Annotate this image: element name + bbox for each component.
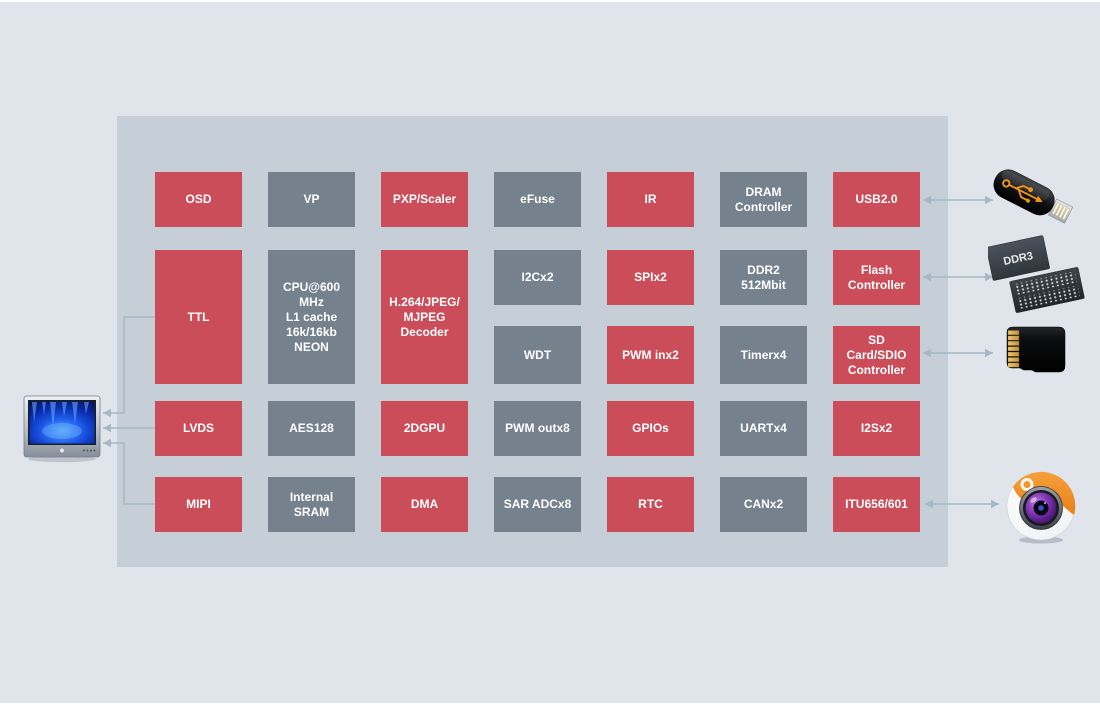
block-label: CPU@600 MHz L1 cache 16k/16kb NEON [282, 279, 341, 354]
block-ddr2: DDR2 512Mbit [720, 250, 807, 305]
screen-glow [42, 423, 82, 439]
block-efuse: eFuse [494, 172, 581, 227]
lcd-monitor-icon [23, 395, 101, 463]
screen-streaks [32, 402, 89, 427]
lens-specular [1030, 497, 1037, 503]
block-label: SD Card/SDIO Controller [846, 332, 907, 377]
block-usb2: USB2.0 [833, 172, 920, 227]
block-ttl: TTL [155, 250, 242, 384]
microsd-card-icon [1006, 326, 1066, 373]
block-mipi: MIPI [155, 477, 242, 532]
block-label: I2Sx2 [860, 421, 893, 435]
block-label: LVDS [182, 421, 215, 435]
block-gpios: GPIOs [607, 401, 694, 456]
block-label: DRAM Controller [734, 184, 793, 214]
block-label: TTL [187, 309, 210, 324]
block-label: I2Cx2 [521, 270, 554, 284]
usb-trident-icon [1002, 179, 1043, 204]
block-label: RTC [638, 497, 663, 511]
block-uart: UARTx4 [720, 401, 807, 456]
block-dram-controller: DRAM Controller [720, 172, 807, 227]
block-label: PWM outx8 [505, 421, 570, 435]
monitor-logo [59, 448, 65, 453]
block-label: ITU656/601 [845, 497, 908, 511]
block-can: CANx2 [720, 477, 807, 532]
block-sar-adc: SAR ADCx8 [494, 477, 581, 532]
monitor-buttons [83, 449, 96, 452]
block-itu: ITU656/601 [833, 477, 920, 532]
block-label: IR [644, 192, 657, 206]
block-internal-sram: Internal SRAM [268, 477, 355, 532]
microsd-pins [1007, 330, 1020, 368]
ddr3-chip-labeled: DDR3 [988, 235, 1050, 281]
block-rtc: RTC [607, 477, 694, 532]
block-label: eFuse [520, 192, 555, 206]
block-label: GPIOs [632, 421, 669, 435]
block-label: PWM inx2 [622, 347, 679, 362]
block-label: OSD [185, 192, 212, 206]
block-ir: IR [607, 172, 694, 227]
block-label: SAR ADCx8 [503, 497, 572, 511]
block-label: H.264/JPEG/ MJPEG Decoder [389, 294, 460, 339]
block-timer: Timerx4 [720, 326, 807, 384]
block-label: PXP/Scaler [392, 192, 457, 206]
block-label: MIPI [186, 497, 211, 511]
block-dma: DMA [381, 477, 468, 532]
block-label: VP [303, 192, 320, 206]
block-label: USB2.0 [855, 192, 898, 206]
block-i2s: I2Sx2 [833, 401, 920, 456]
block-label: CANx2 [743, 497, 784, 511]
monitor-screen [29, 401, 95, 444]
block-label: Timerx4 [740, 347, 787, 362]
ddr3-chip-bga [1009, 267, 1085, 313]
block-spi: SPIx2 [607, 250, 694, 305]
block-wdt: WDT [494, 326, 581, 384]
block-label: DDR2 512Mbit [741, 262, 786, 292]
microsd-body [1006, 326, 1066, 373]
block-flash-controller: Flash Controller [833, 250, 920, 305]
camera-icon [1006, 471, 1076, 544]
block-label: UARTx4 [740, 421, 787, 435]
camera-ring-detail [1020, 478, 1034, 491]
block-pxp-scaler: PXP/Scaler [381, 172, 468, 227]
lens-glint-blue [1038, 505, 1044, 511]
usb-gloss [1001, 170, 1050, 200]
block-label: DMA [410, 497, 439, 511]
block-label: AES128 [289, 421, 334, 435]
block-aes128: AES128 [268, 401, 355, 456]
usb-connector-pins [1051, 202, 1070, 220]
block-sd-sdio-controller: SD Card/SDIO Controller [833, 326, 920, 384]
block-pwm-in: PWM inx2 [607, 326, 694, 384]
block-cpu: CPU@600 MHz L1 cache 16k/16kb NEON [268, 250, 355, 384]
block-h264-decoder: H.264/JPEG/ MJPEG Decoder [381, 250, 468, 384]
block-pwm-out: PWM outx8 [494, 401, 581, 456]
usb-flash-drive-icon [993, 169, 1074, 224]
block-2dgpu: 2DGPU [381, 401, 468, 456]
block-i2c: I2Cx2 [494, 250, 581, 305]
block-label: Flash Controller [847, 262, 906, 292]
block-label: WDT [523, 347, 552, 362]
block-label: SPIx2 [634, 270, 667, 284]
lens-glint-small [1043, 501, 1047, 505]
block-lvds: LVDS [155, 401, 242, 456]
block-label: 2DGPU [403, 421, 446, 435]
ddr3-memory-icon: DDR3 [988, 235, 1085, 313]
block-vp: VP [268, 172, 355, 227]
block-osd: OSD [155, 172, 242, 227]
block-label: Internal SRAM [289, 489, 334, 519]
